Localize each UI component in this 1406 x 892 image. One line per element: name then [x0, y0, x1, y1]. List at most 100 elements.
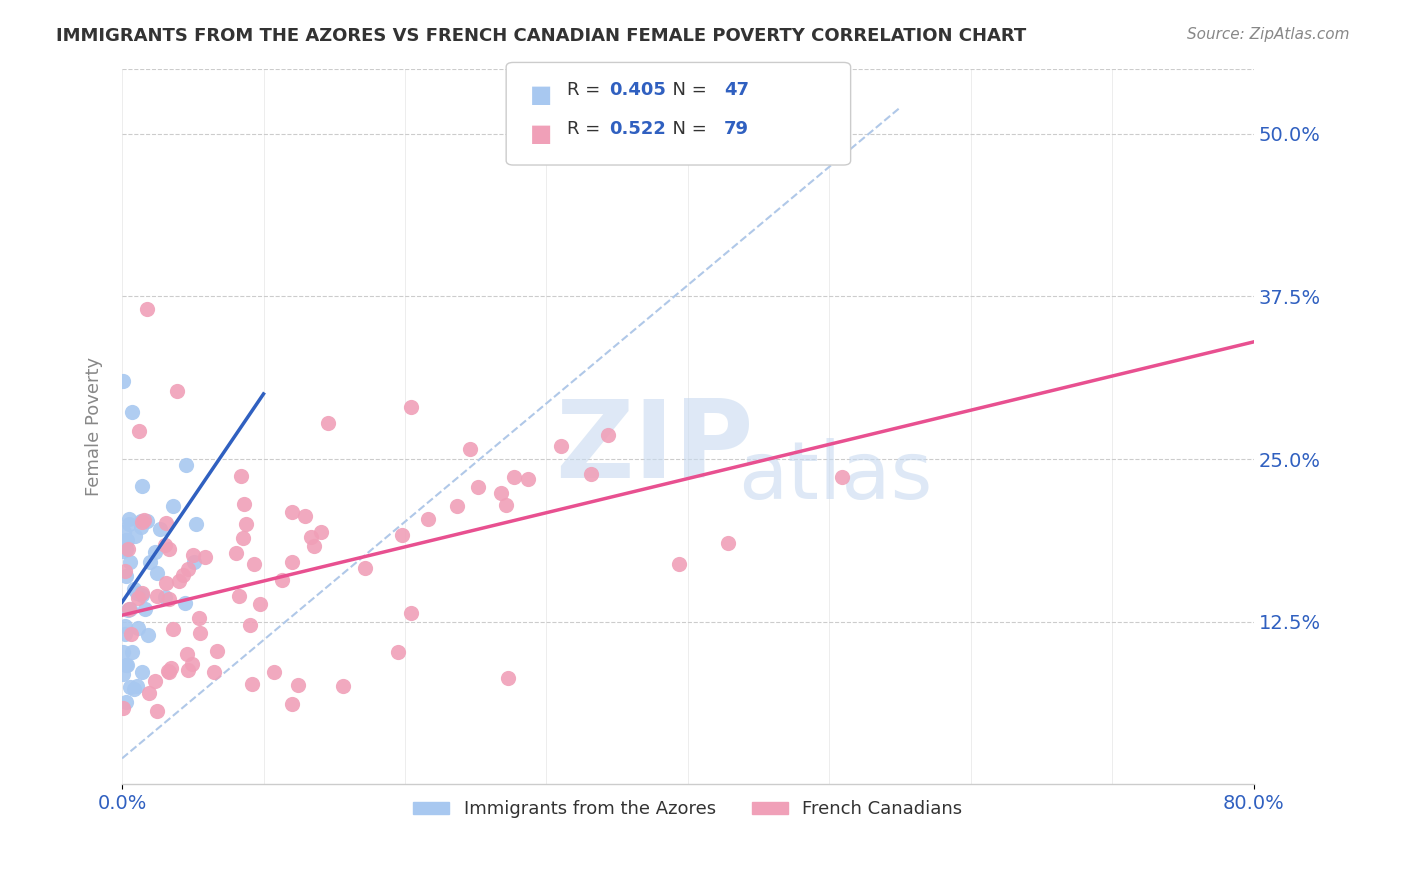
Point: [202, 665, 225, 679]
Point: [194, 550, 217, 565]
Point: [186, 517, 208, 532]
Point: [302, 539, 325, 553]
Point: [183, 554, 205, 568]
Point: [115, 533, 138, 547]
Point: [131, 515, 153, 529]
Point: [188, 626, 211, 640]
Point: [132, 513, 155, 527]
Point: [118, 555, 141, 569]
Point: [550, 439, 572, 453]
Point: [153, 537, 176, 551]
Point: [125, 679, 148, 693]
Point: [121, 645, 143, 659]
Point: [139, 555, 162, 569]
Point: [117, 542, 139, 557]
Point: [387, 645, 409, 659]
Point: [458, 442, 481, 457]
Point: [112, 375, 135, 389]
Point: [181, 549, 204, 563]
Point: [136, 301, 159, 316]
Text: ZIP: ZIP: [555, 395, 754, 501]
Point: [153, 591, 176, 605]
Point: [118, 681, 141, 695]
Point: [232, 531, 254, 545]
Point: [281, 555, 304, 569]
Point: [446, 499, 468, 513]
Point: [496, 671, 519, 685]
Point: [281, 698, 304, 712]
Point: [187, 611, 209, 625]
Legend: Immigrants from the Azores, French Canadians: Immigrants from the Azores, French Canad…: [406, 793, 970, 825]
Point: [115, 533, 138, 547]
Point: [311, 524, 333, 539]
Point: [134, 601, 156, 615]
Point: [467, 480, 489, 494]
Point: [391, 528, 413, 542]
Point: [115, 658, 138, 673]
Point: [114, 695, 136, 709]
Text: ■: ■: [530, 83, 553, 107]
Point: [138, 686, 160, 700]
Point: [160, 661, 183, 675]
Point: [232, 497, 254, 511]
Point: [299, 530, 322, 544]
Point: [332, 679, 354, 693]
Text: ■: ■: [530, 122, 553, 146]
Point: [118, 511, 141, 525]
Point: [112, 542, 135, 557]
Point: [401, 400, 423, 414]
Text: 79: 79: [724, 120, 749, 138]
Point: [354, 561, 377, 575]
Point: [489, 485, 512, 500]
Point: [136, 628, 159, 642]
Point: [135, 514, 157, 528]
Point: [225, 546, 247, 560]
Text: 0.405: 0.405: [609, 81, 665, 99]
Point: [717, 536, 740, 550]
Point: [240, 677, 263, 691]
Point: [157, 665, 180, 679]
Point: [114, 564, 136, 578]
Point: [118, 516, 141, 531]
Point: [121, 405, 143, 419]
Point: [167, 574, 190, 589]
Point: [155, 575, 177, 590]
Point: [249, 597, 271, 611]
Point: [157, 665, 180, 679]
Text: 0.522: 0.522: [609, 120, 665, 138]
Point: [124, 529, 146, 543]
Text: R =: R =: [567, 81, 606, 99]
Point: [149, 522, 172, 536]
Point: [146, 566, 169, 581]
Point: [205, 643, 228, 657]
Point: [162, 500, 184, 514]
Point: [242, 557, 264, 571]
Point: [495, 498, 517, 512]
Point: [128, 424, 150, 438]
Point: [418, 512, 440, 526]
Point: [516, 472, 538, 486]
Point: [120, 627, 142, 641]
Point: [124, 582, 146, 597]
Text: N =: N =: [661, 81, 713, 99]
Point: [177, 562, 200, 576]
Text: Source: ZipAtlas.com: Source: ZipAtlas.com: [1187, 27, 1350, 42]
Point: [115, 569, 138, 583]
Point: [229, 469, 252, 483]
Point: [399, 606, 422, 620]
Point: [294, 509, 316, 524]
Point: [239, 618, 262, 632]
Point: [117, 603, 139, 617]
Point: [668, 558, 690, 572]
Point: [174, 458, 197, 472]
Point: [112, 543, 135, 558]
Point: [143, 545, 166, 559]
Text: 47: 47: [724, 81, 749, 99]
Point: [114, 619, 136, 633]
Text: N =: N =: [661, 120, 713, 138]
Point: [287, 678, 309, 692]
Point: [118, 601, 141, 615]
Text: R =: R =: [567, 120, 606, 138]
Point: [502, 470, 524, 484]
Point: [181, 657, 204, 672]
